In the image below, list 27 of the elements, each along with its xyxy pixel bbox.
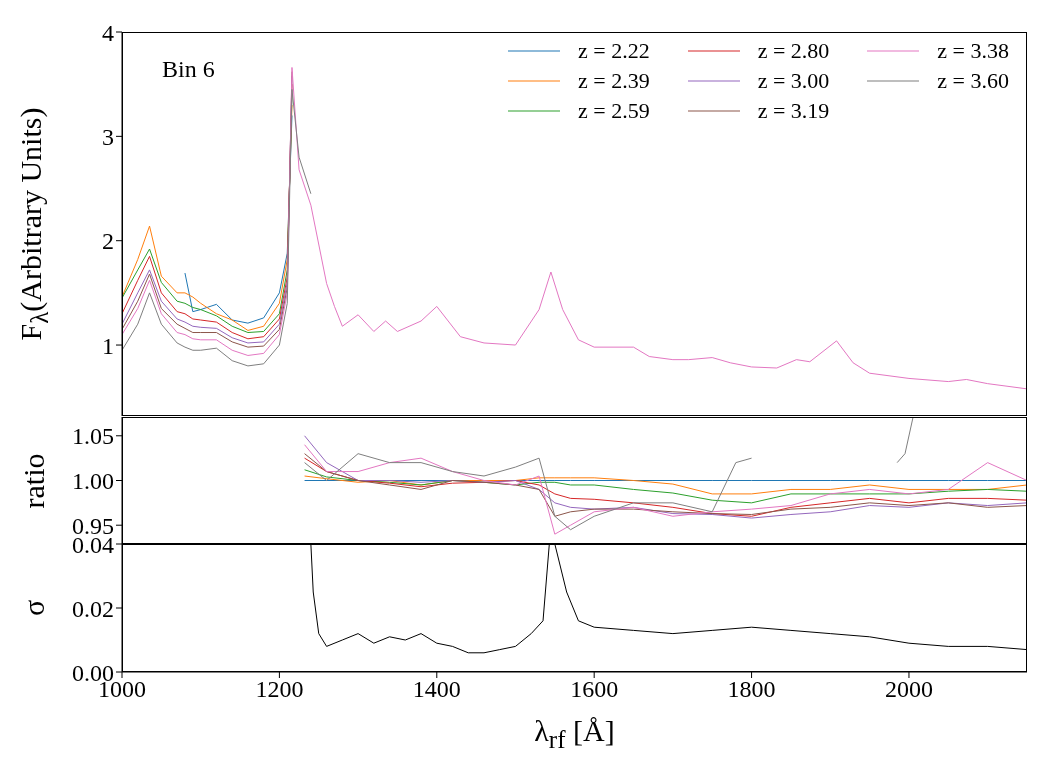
y-tick-label: 1.05	[72, 423, 114, 450]
y-tick-label: 3	[102, 123, 114, 150]
y-tick-label: 2	[102, 228, 114, 255]
y-axis-title: ratio	[17, 453, 51, 508]
legend-label: z = 2.80	[757, 38, 830, 64]
y-tick-label: 1	[102, 332, 114, 359]
legend-label: z = 3.60	[937, 68, 1009, 94]
x-tick-label: 1800	[727, 676, 776, 703]
x-tick-label: 2000	[884, 676, 933, 703]
y-tick-label: 4	[102, 19, 114, 46]
y-tick-label: 0.02	[72, 595, 114, 622]
line-series	[304, 444, 1027, 535]
y-axis-title: σ	[17, 599, 51, 617]
x-axis-title: λ$_{rf}$ [Å]	[534, 714, 615, 754]
line-series	[310, 544, 1027, 654]
legend-label: z = 2.22	[577, 38, 650, 64]
x-tick-label: 1400	[412, 676, 461, 703]
legend-label: z = 3.38	[937, 38, 1009, 64]
annotation: Bin 6	[162, 56, 215, 83]
legend-label: z = 2.59	[577, 98, 650, 124]
y-tick-label: 1.00	[72, 468, 114, 495]
line-series	[122, 88, 312, 367]
legend-label: z = 3.00	[757, 68, 830, 94]
x-tick-label: 1600	[570, 676, 619, 703]
x-tick-label: 1200	[255, 676, 304, 703]
legend-label: z = 2.39	[577, 68, 650, 94]
legend-label: z = 3.19	[757, 98, 830, 124]
